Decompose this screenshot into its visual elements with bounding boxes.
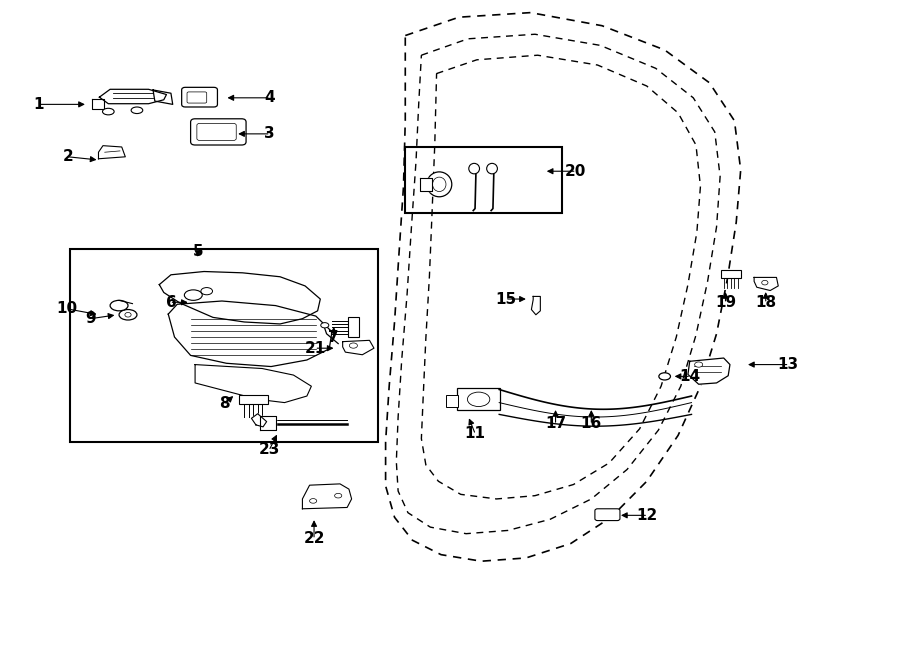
FancyBboxPatch shape xyxy=(191,119,246,145)
Ellipse shape xyxy=(433,177,446,192)
Text: 23: 23 xyxy=(258,442,280,457)
Polygon shape xyxy=(168,301,332,367)
Text: 22: 22 xyxy=(303,531,325,546)
Text: 17: 17 xyxy=(545,416,566,431)
Polygon shape xyxy=(195,365,311,403)
Text: 21: 21 xyxy=(305,340,327,356)
Ellipse shape xyxy=(427,172,452,197)
Polygon shape xyxy=(419,178,432,191)
Ellipse shape xyxy=(310,498,317,503)
Ellipse shape xyxy=(131,107,143,114)
Text: 14: 14 xyxy=(680,369,700,384)
Text: 2: 2 xyxy=(63,149,74,165)
Bar xyxy=(348,317,359,337)
Text: 4: 4 xyxy=(264,91,274,105)
Text: 11: 11 xyxy=(464,426,485,441)
Text: 15: 15 xyxy=(496,292,517,307)
Polygon shape xyxy=(302,484,352,509)
Polygon shape xyxy=(260,416,275,430)
FancyBboxPatch shape xyxy=(187,92,207,103)
Polygon shape xyxy=(688,358,730,384)
Text: 19: 19 xyxy=(715,295,736,310)
Bar xyxy=(70,249,378,442)
Ellipse shape xyxy=(201,288,212,295)
Bar xyxy=(238,395,267,404)
Text: 5: 5 xyxy=(193,245,203,259)
Polygon shape xyxy=(98,145,125,159)
Ellipse shape xyxy=(467,392,490,407)
FancyBboxPatch shape xyxy=(595,509,620,521)
Text: 13: 13 xyxy=(778,357,798,372)
Polygon shape xyxy=(343,340,374,355)
Text: 6: 6 xyxy=(166,295,176,310)
Text: 1: 1 xyxy=(33,97,44,112)
Polygon shape xyxy=(754,278,778,291)
Ellipse shape xyxy=(320,323,328,328)
Ellipse shape xyxy=(184,290,202,300)
Ellipse shape xyxy=(695,362,703,368)
Ellipse shape xyxy=(119,309,137,320)
FancyBboxPatch shape xyxy=(197,124,236,140)
Ellipse shape xyxy=(761,280,768,285)
Polygon shape xyxy=(251,414,266,427)
Ellipse shape xyxy=(349,343,357,348)
Ellipse shape xyxy=(469,163,480,174)
Text: 9: 9 xyxy=(86,311,95,326)
FancyBboxPatch shape xyxy=(182,87,218,107)
Polygon shape xyxy=(531,296,540,315)
Ellipse shape xyxy=(103,108,114,115)
Polygon shape xyxy=(92,99,104,109)
Ellipse shape xyxy=(125,313,131,317)
Bar xyxy=(457,387,500,410)
Text: 12: 12 xyxy=(636,508,657,523)
Polygon shape xyxy=(159,272,320,324)
Bar xyxy=(405,147,562,213)
Text: 7: 7 xyxy=(328,330,339,344)
Text: 16: 16 xyxy=(580,416,602,431)
Ellipse shape xyxy=(487,163,498,174)
Bar xyxy=(721,270,741,278)
Polygon shape xyxy=(153,90,173,104)
Polygon shape xyxy=(99,89,166,104)
Bar xyxy=(446,395,458,407)
Text: 8: 8 xyxy=(220,397,230,411)
Ellipse shape xyxy=(335,493,342,498)
Text: 3: 3 xyxy=(264,126,274,141)
Text: 18: 18 xyxy=(755,295,777,310)
Text: 20: 20 xyxy=(564,164,586,178)
Ellipse shape xyxy=(659,373,670,380)
Ellipse shape xyxy=(110,300,128,311)
Text: 10: 10 xyxy=(57,301,77,317)
